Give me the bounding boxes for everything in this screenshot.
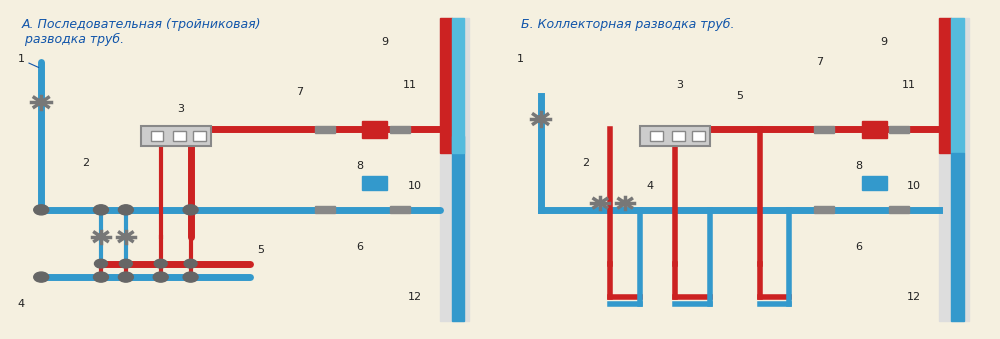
Text: 9: 9 xyxy=(881,37,888,47)
Bar xyxy=(315,126,335,133)
Bar xyxy=(951,153,964,321)
Text: 9: 9 xyxy=(381,37,388,47)
Text: 10: 10 xyxy=(408,181,422,191)
Bar xyxy=(814,206,834,213)
Bar xyxy=(173,131,186,141)
Text: 2: 2 xyxy=(582,158,589,168)
Text: 7: 7 xyxy=(297,87,304,97)
Text: 12: 12 xyxy=(408,292,422,302)
Circle shape xyxy=(34,205,49,215)
Bar xyxy=(692,131,705,141)
Bar xyxy=(814,126,834,133)
Bar xyxy=(440,18,452,153)
Circle shape xyxy=(596,200,605,206)
Circle shape xyxy=(94,272,108,282)
Text: 7: 7 xyxy=(816,57,823,67)
Circle shape xyxy=(118,272,133,282)
Circle shape xyxy=(154,259,167,268)
Bar xyxy=(939,18,951,153)
Text: 8: 8 xyxy=(356,161,363,171)
Circle shape xyxy=(118,205,133,215)
Bar xyxy=(672,131,685,141)
Circle shape xyxy=(96,234,105,240)
Text: 4: 4 xyxy=(18,299,25,309)
Bar xyxy=(362,121,387,138)
Bar xyxy=(939,18,969,321)
Bar xyxy=(650,131,663,141)
Circle shape xyxy=(34,272,49,282)
Text: 2: 2 xyxy=(82,158,90,168)
Bar xyxy=(889,206,909,213)
Circle shape xyxy=(183,205,198,215)
Bar xyxy=(862,121,887,138)
Bar xyxy=(193,131,206,141)
Bar xyxy=(315,206,335,213)
Text: 10: 10 xyxy=(907,181,921,191)
Circle shape xyxy=(621,200,630,206)
Bar xyxy=(640,126,710,146)
Bar xyxy=(440,18,469,321)
Bar xyxy=(362,176,387,190)
Text: 6: 6 xyxy=(356,242,363,252)
Text: А. Последовательная (тройниковая)
 разводка труб.: А. Последовательная (тройниковая) развод… xyxy=(21,18,261,46)
Bar xyxy=(151,131,163,141)
Bar xyxy=(141,126,211,146)
Text: 3: 3 xyxy=(676,80,683,91)
Text: 5: 5 xyxy=(257,245,264,255)
Text: 8: 8 xyxy=(856,161,863,171)
Text: 12: 12 xyxy=(907,292,921,302)
Circle shape xyxy=(153,272,168,282)
Bar xyxy=(452,136,464,321)
Text: 1: 1 xyxy=(517,54,524,63)
Circle shape xyxy=(121,234,130,240)
Text: 11: 11 xyxy=(403,80,417,91)
Bar xyxy=(862,176,887,190)
Bar xyxy=(390,206,410,213)
Bar xyxy=(951,18,964,153)
Text: 1: 1 xyxy=(18,54,25,63)
Circle shape xyxy=(94,259,107,268)
Circle shape xyxy=(36,99,46,106)
Circle shape xyxy=(183,272,198,282)
Bar xyxy=(390,126,410,133)
Text: 3: 3 xyxy=(177,104,184,114)
Text: 5: 5 xyxy=(736,91,743,101)
Text: Б. Коллекторная разводка труб.: Б. Коллекторная разводка труб. xyxy=(521,18,734,31)
Bar xyxy=(452,18,464,153)
Circle shape xyxy=(119,259,132,268)
Text: 4: 4 xyxy=(647,181,654,191)
Circle shape xyxy=(94,205,108,215)
Circle shape xyxy=(536,116,546,122)
Text: 6: 6 xyxy=(856,242,863,252)
Circle shape xyxy=(184,259,197,268)
Text: 11: 11 xyxy=(902,80,916,91)
Bar xyxy=(889,126,909,133)
